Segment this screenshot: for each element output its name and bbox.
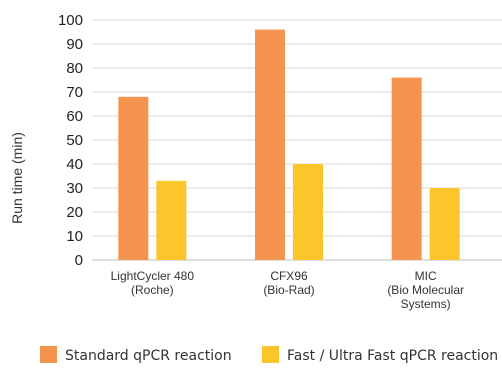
x-category-label: (Bio Molecular <box>387 283 464 297</box>
x-axis-categories: LightCycler 480(Roche) CFX96(Bio-Rad) MIC(… <box>111 269 464 311</box>
legend-label-fast: Fast / Ultra Fast qPCR reaction <box>287 348 499 364</box>
bar-standard-2 <box>391 77 422 260</box>
y-tick-label: 0 <box>75 252 83 269</box>
x-category-label: MIC <box>415 269 437 283</box>
y-tick-label: 10 <box>66 228 83 245</box>
bar-standard-0 <box>118 96 149 260</box>
y-tick-label: 70 <box>66 84 83 101</box>
bar-standard-1 <box>255 29 285 260</box>
x-category-label: (Bio-Rad) <box>263 283 314 297</box>
bar-fast-2 <box>429 188 460 260</box>
y-axis-ticks: 0 10 20 30 40 50 60 70 80 90 100 <box>58 12 83 269</box>
legend-item-standard: Standard qPCR reaction <box>40 346 232 366</box>
bar-fast-1 <box>293 164 323 260</box>
legend-item-fast: Fast / Ultra Fast qPCR reaction <box>262 346 498 366</box>
legend-label-standard: Standard qPCR reaction <box>65 348 232 364</box>
y-tick-label: 60 <box>66 108 83 125</box>
x-category-label: (Roche) <box>131 283 174 297</box>
y-tick-label: 80 <box>66 60 83 77</box>
x-category-label: CFX96 <box>270 269 308 283</box>
bar-fast-0 <box>156 180 187 260</box>
y-tick-label: 30 <box>66 180 83 197</box>
x-category-label: LightCycler 480 <box>111 269 195 283</box>
y-tick-label: 20 <box>66 204 83 221</box>
y-tick-label: 40 <box>66 156 83 173</box>
y-tick-label: 50 <box>66 132 83 149</box>
y-tick-label: 90 <box>66 36 83 53</box>
legend-swatch-standard <box>40 346 57 363</box>
legend-swatch-fast <box>262 346 279 363</box>
bars <box>118 29 460 260</box>
legend: Standard qPCR reaction Fast / Ultra Fast… <box>40 346 502 366</box>
y-axis-label: Run time (min) <box>9 132 25 224</box>
x-category-label: Systems) <box>401 297 451 311</box>
y-tick-label: 100 <box>58 12 83 29</box>
